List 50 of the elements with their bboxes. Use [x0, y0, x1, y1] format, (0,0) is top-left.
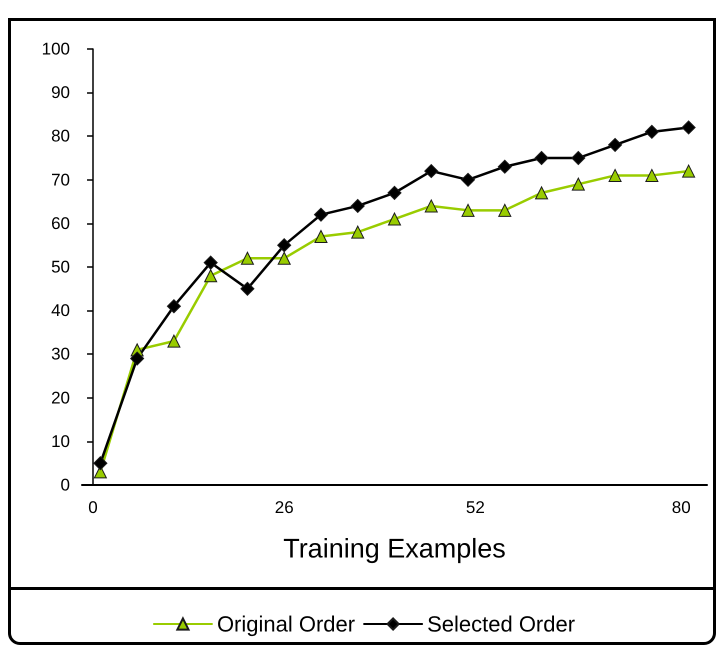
point	[682, 164, 696, 178]
x-axis-title: Training Examples	[283, 534, 506, 564]
y-tick-label: 100	[42, 40, 70, 58]
point	[461, 172, 476, 187]
point	[388, 186, 402, 200]
y-tick-label: 50	[51, 258, 70, 276]
y-tick-label: 40	[51, 301, 70, 320]
y-tick-label: 90	[51, 83, 70, 102]
point	[167, 334, 180, 348]
point	[534, 151, 549, 165]
point	[314, 230, 328, 243]
point	[682, 120, 696, 134]
point	[498, 204, 512, 217]
point	[424, 199, 438, 212]
legend-label: Original Order	[216, 612, 356, 636]
y-tick-label: 70	[51, 170, 70, 190]
y-tick-label: 0	[60, 476, 70, 494]
y-tick-label: 30	[51, 344, 70, 364]
point	[240, 282, 254, 296]
y-tick-label: 60	[51, 214, 70, 233]
point	[645, 168, 658, 182]
point	[644, 124, 659, 139]
point	[93, 456, 108, 470]
point	[130, 352, 144, 366]
point	[535, 186, 548, 200]
x-tick-label: 26	[274, 498, 294, 517]
point	[572, 178, 585, 191]
x-tick-label: 52	[466, 498, 485, 517]
x-tick-label: 0	[88, 498, 98, 517]
point	[462, 204, 475, 217]
y-tick-label: 20	[51, 388, 70, 408]
y-tick-label: 10	[51, 432, 70, 451]
point	[424, 164, 438, 178]
point	[240, 252, 254, 265]
point	[608, 138, 622, 152]
point	[204, 256, 218, 270]
point	[571, 151, 586, 165]
point	[388, 212, 401, 226]
point	[314, 208, 328, 222]
point	[166, 299, 181, 314]
y-tick-label: 80	[51, 126, 70, 146]
legend-label: Selected Order	[427, 612, 576, 636]
point	[351, 226, 364, 239]
point	[278, 252, 291, 265]
point	[277, 238, 292, 252]
point	[608, 168, 622, 182]
point	[204, 269, 218, 282]
x-tick-label: 80	[672, 498, 691, 517]
point	[350, 198, 365, 213]
point	[498, 160, 512, 174]
